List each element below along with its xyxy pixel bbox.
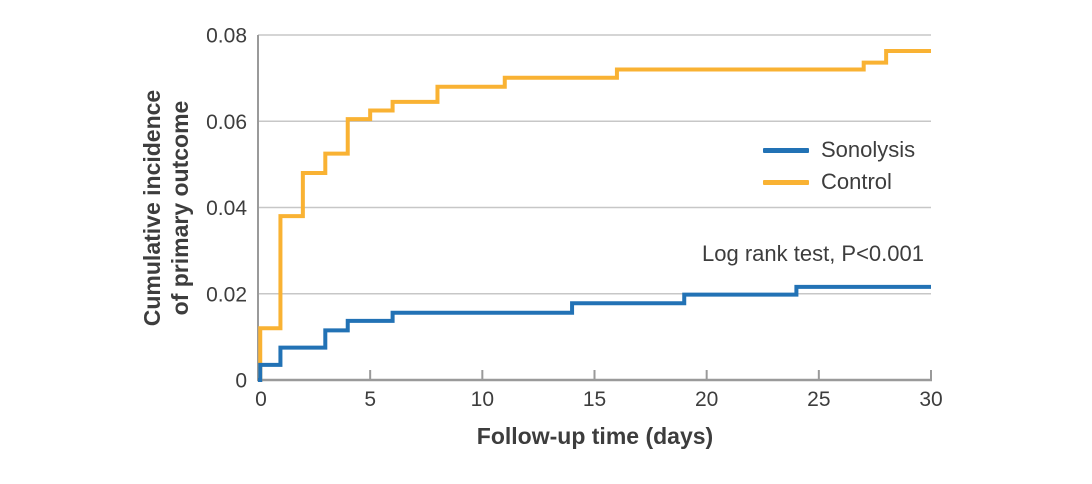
y-axis-title-line2: of primary outcome — [167, 100, 193, 316]
x-tick-label: 20 — [695, 388, 718, 411]
x-axis-title: Follow-up time (days) — [476, 423, 714, 449]
series-lines — [258, 48, 931, 382]
legend-swatch-sonolysis — [763, 147, 809, 153]
x-tick-label: 0 — [255, 388, 267, 411]
gridlines — [258, 34, 931, 295]
x-tick-label: 30 — [919, 388, 942, 411]
y-tick-label: 0.04 — [206, 197, 247, 220]
x-tick-label: 15 — [583, 388, 606, 411]
series-sonolysis-line — [258, 284, 931, 382]
legend: Sonolysis Control — [763, 134, 915, 198]
y-axis-title: Cumulative incidence of primary outcome — [138, 28, 194, 388]
y-tick-labels: 0 0.02 0.04 0.06 0.08 — [206, 25, 247, 393]
x-tick-labels: 0 5 10 15 20 25 30 — [255, 388, 943, 411]
y-tick-label: 0 — [235, 370, 247, 393]
x-tick-label: 25 — [807, 388, 830, 411]
log-rank-annotation: Log rank test, P<0.001 — [702, 241, 924, 266]
legend-swatch-control — [763, 179, 809, 185]
x-tick-marks — [369, 370, 932, 380]
series-control-line — [258, 48, 931, 382]
legend-item-control: Control — [763, 166, 915, 198]
legend-label: Control — [821, 169, 892, 194]
x-tick-label: 10 — [471, 388, 494, 411]
legend-label: Sonolysis — [821, 137, 916, 162]
y-tick-label: 0.08 — [206, 25, 247, 48]
y-axis-title-line1: Cumulative incidence — [139, 89, 165, 327]
y-tick-label: 0.02 — [206, 283, 247, 306]
y-tick-label: 0.06 — [206, 111, 247, 134]
x-tick-label: 5 — [364, 388, 376, 411]
legend-item-sonolysis: Sonolysis — [763, 134, 915, 166]
